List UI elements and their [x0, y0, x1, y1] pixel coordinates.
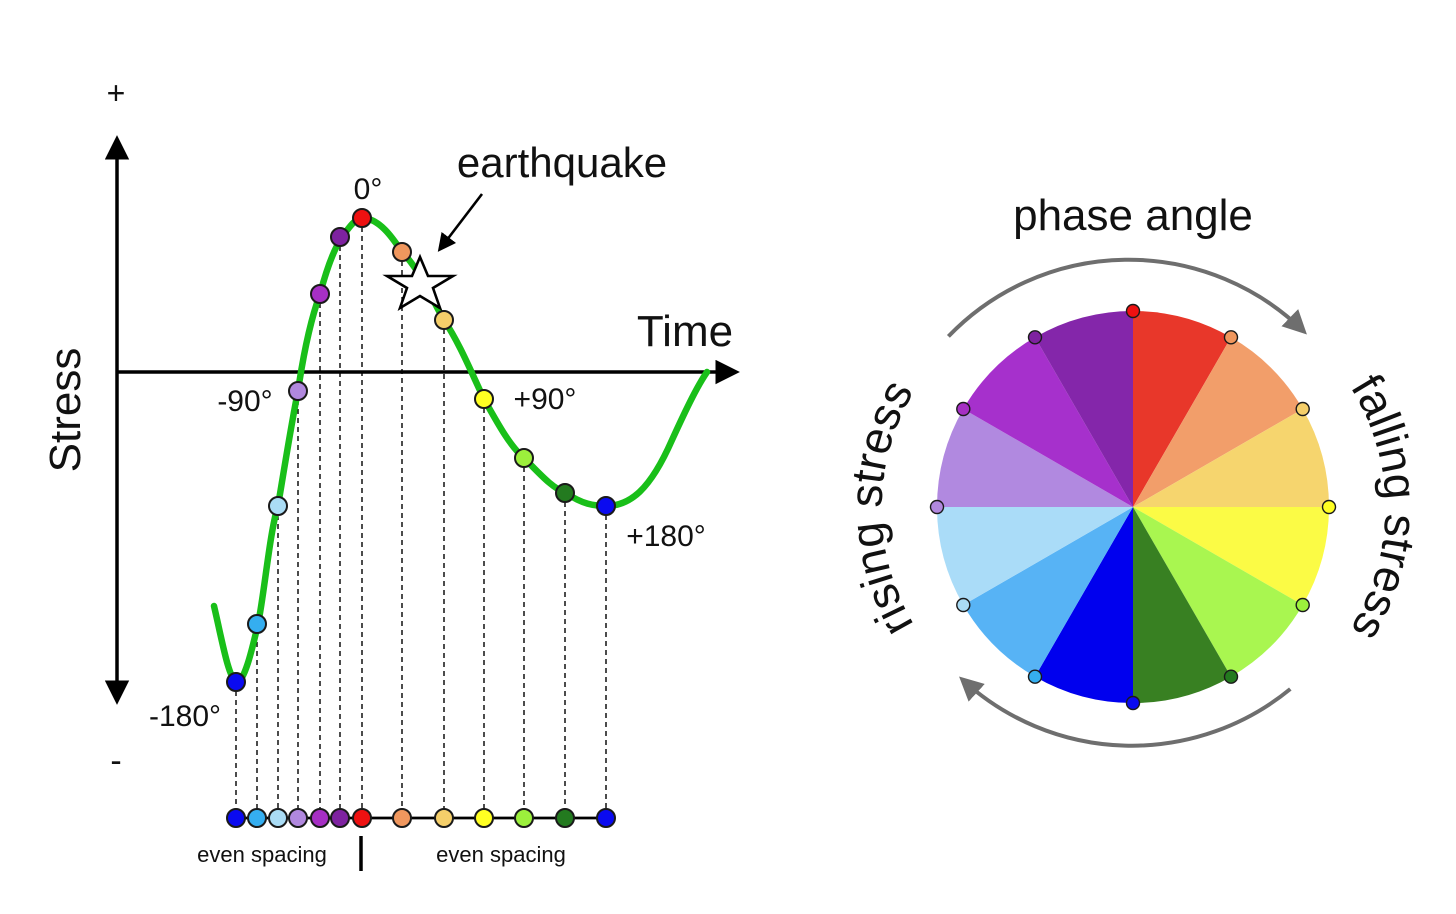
wheel-sector — [937, 409, 1133, 507]
timeline-phase-point — [474, 808, 494, 828]
curve-phase-point — [514, 448, 534, 468]
label-plus180-deg: +180° — [626, 520, 706, 553]
wheel-marker — [1223, 330, 1239, 345]
timeline-phase-point — [352, 808, 372, 828]
timeline-phase-point — [434, 808, 454, 828]
wheel-marker — [1295, 401, 1310, 417]
curve-phase-point — [268, 496, 288, 516]
wheel-sector — [963, 507, 1133, 677]
wheel-sector — [1133, 507, 1329, 605]
curve-phase-point — [310, 284, 330, 304]
wheel-markers — [929, 303, 1337, 711]
wheel-marker — [1295, 597, 1310, 613]
label-0-deg: 0° — [354, 173, 383, 206]
curve-phase-point — [226, 672, 246, 692]
timeline-phase-point — [268, 808, 288, 828]
wheel-sector — [1133, 507, 1303, 677]
wheel-sector — [963, 337, 1133, 507]
curve-phase-point — [555, 483, 575, 503]
wheel-marker — [956, 401, 971, 417]
stress-time-plot: + - Stress Time earthquake 0° -90° +90° … — [41, 75, 740, 871]
phase-wheel-title: phase angle — [1013, 191, 1253, 240]
timeline-phase-point — [555, 808, 575, 828]
curve-phase-point — [596, 496, 616, 516]
timeline-phase-point — [247, 808, 267, 828]
y-axis-label: Stress — [41, 348, 90, 473]
earthquake-star-icon — [382, 253, 458, 311]
wheel-marker — [929, 499, 945, 515]
minus-sign: - — [110, 742, 121, 780]
phase-wheel: phase angle rising stress falling stress — [839, 191, 1428, 748]
timeline-phase-point — [288, 808, 308, 828]
label-minus90-deg: -90° — [217, 385, 272, 418]
x-axis-label: Time — [637, 307, 733, 356]
spacing-label-right: even spacing — [436, 842, 566, 867]
timeline-phase-point — [330, 808, 350, 828]
rising-stress-text: rising stress — [839, 371, 922, 645]
timeline-phase-point — [392, 808, 412, 828]
drop-lines — [235, 218, 607, 818]
wheel-sectors — [937, 311, 1329, 703]
curve-phase-point — [288, 381, 308, 401]
curve-phase-point — [330, 227, 350, 247]
wheel-sector — [937, 507, 1133, 605]
rising-stress-label: rising stress — [839, 371, 922, 645]
timeline-phase-point — [514, 808, 534, 828]
timeline-phase-point — [310, 808, 330, 828]
wheel-sector — [1133, 507, 1231, 703]
bottom-arc-arrow — [959, 676, 1292, 748]
top-arc-arrow — [946, 257, 1307, 338]
label-plus90-deg: +90° — [514, 383, 577, 416]
earthquake-label: earthquake — [457, 139, 667, 186]
wheel-marker — [1223, 669, 1239, 684]
label-minus180-deg: -180° — [149, 700, 221, 733]
curve-phase-point — [352, 208, 372, 228]
wheel-marker — [1125, 695, 1141, 711]
curve-phase-point — [392, 242, 412, 262]
falling-stress-label: falling stress — [1342, 365, 1428, 650]
wheel-sector — [1133, 337, 1303, 507]
wheel-sector — [1133, 311, 1231, 507]
earthquake-arrow — [437, 193, 484, 252]
timeline-phase-points — [226, 808, 616, 828]
wheel-sector — [1035, 311, 1133, 507]
wheel-sector — [1035, 507, 1133, 703]
curve-phase-point — [434, 310, 454, 330]
wheel-marker — [1321, 499, 1337, 515]
curve-phase-point — [247, 614, 267, 634]
stress-curve — [210, 214, 711, 686]
wheel-sector — [1133, 409, 1329, 507]
spacing-label-left: even spacing — [197, 842, 327, 867]
wheel-marker — [1027, 669, 1043, 684]
curve-phase-points — [226, 208, 616, 692]
falling-stress-text: falling stress — [1342, 365, 1428, 650]
wheel-marker — [956, 597, 971, 613]
timeline-phase-point — [596, 808, 616, 828]
plus-sign: + — [107, 75, 126, 111]
timeline-phase-point — [226, 808, 246, 828]
wheel-marker — [1027, 330, 1043, 345]
wheel-marker — [1125, 303, 1141, 319]
curve-phase-point — [474, 389, 494, 409]
